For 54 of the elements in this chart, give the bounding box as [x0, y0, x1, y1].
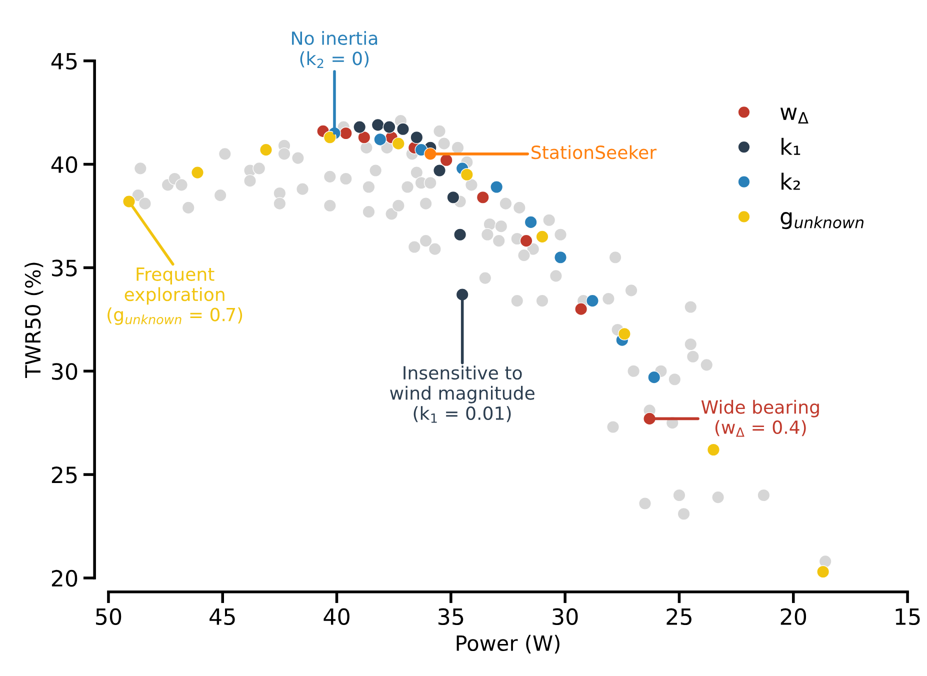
x-tick-label: 50 — [96, 608, 122, 626]
y-axis-title: TWR50 (%) — [24, 262, 44, 378]
point — [454, 228, 467, 242]
point — [524, 216, 538, 229]
point — [382, 120, 396, 134]
point — [374, 132, 387, 146]
point — [339, 126, 352, 140]
point — [446, 190, 460, 204]
point — [433, 164, 446, 177]
annotation: Insensitive to wind magnitude (k$_{1}$ = 0.01) — [390, 366, 534, 423]
annotation: Wide bearing (w$_{Δ}$ = 0.4) — [701, 400, 819, 437]
legend-label: g$_{unknown}$ — [780, 212, 864, 230]
x-tick-label: 40 — [324, 608, 350, 626]
point — [490, 180, 504, 194]
y-tick-label: 40 — [51, 156, 78, 174]
point — [396, 122, 410, 136]
point — [574, 302, 588, 316]
point — [586, 294, 599, 308]
point — [440, 154, 453, 167]
point — [392, 137, 405, 150]
point — [410, 130, 424, 144]
x-tick-label: 25 — [666, 608, 692, 626]
point — [260, 143, 272, 156]
point — [618, 327, 631, 340]
annotation: Frequent exploration (g$_{unknown}$ = 0.7) — [108, 268, 242, 325]
y-tick-label: 35 — [52, 260, 77, 276]
y-tick-label: 20 — [52, 570, 78, 587]
point — [371, 118, 384, 132]
point — [706, 443, 720, 456]
point — [358, 130, 371, 144]
y-tick-label: 45 — [51, 53, 77, 70]
legend-label: k₂ — [782, 172, 800, 190]
legend-label: k₁ — [782, 138, 800, 155]
point — [816, 565, 830, 578]
point — [554, 250, 567, 264]
annotation: StationSeeker — [532, 145, 657, 160]
point — [353, 120, 366, 134]
point — [460, 168, 474, 182]
x-tick-label: 30 — [552, 608, 578, 626]
point — [476, 190, 490, 204]
point — [191, 166, 204, 180]
x-tick-label: 20 — [780, 608, 806, 626]
annotation: No inertia (k$_{2}$ = 0) — [292, 31, 378, 68]
y-tick-label: 30 — [52, 363, 78, 380]
x-axis-title: Power (W) — [456, 634, 560, 654]
point — [520, 234, 533, 248]
x-tick-label: 45 — [210, 608, 235, 626]
point — [323, 130, 336, 144]
x-tick-label: 15 — [896, 608, 920, 626]
legend-label: w$_{Δ}$ — [780, 108, 808, 124]
point — [536, 230, 549, 244]
point — [648, 370, 661, 384]
x-tick-label: 35 — [438, 608, 464, 626]
y-tick-label: 25 — [52, 466, 77, 484]
